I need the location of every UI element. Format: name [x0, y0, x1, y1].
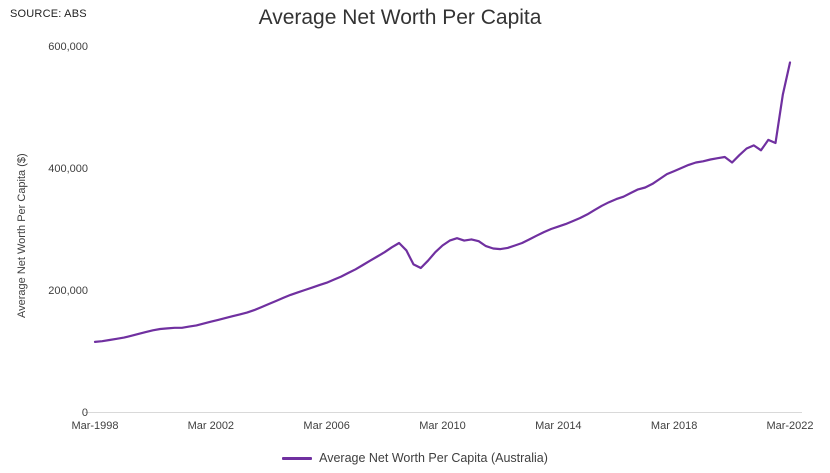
- legend-line-swatch-icon: [282, 456, 313, 460]
- x-tick-label: Mar 2018: [651, 420, 697, 432]
- x-tick-label: Mar-2022: [766, 420, 813, 432]
- y-tick-label: 200,000: [48, 285, 88, 297]
- x-tick-label: Mar 2006: [303, 420, 349, 432]
- y-tick-label: 400,000: [48, 163, 88, 175]
- x-tick-label: Mar 2002: [188, 420, 234, 432]
- page-title: Average Net Worth Per Capita: [258, 6, 542, 29]
- legend: Average Net Worth Per Capita (Australia): [0, 451, 830, 465]
- y-tick-label: 600,000: [48, 41, 88, 53]
- x-tick-label: Mar 2010: [419, 420, 465, 432]
- data-line: [93, 61, 792, 343]
- y-tick-label: 0: [82, 407, 88, 419]
- x-tick-label: Mar-1998: [71, 420, 118, 432]
- x-tick-label: Mar 2014: [535, 420, 581, 432]
- legend-label: Average Net Worth Per Capita (Australia): [319, 451, 548, 465]
- source-label: SOURCE: ABS: [10, 8, 87, 20]
